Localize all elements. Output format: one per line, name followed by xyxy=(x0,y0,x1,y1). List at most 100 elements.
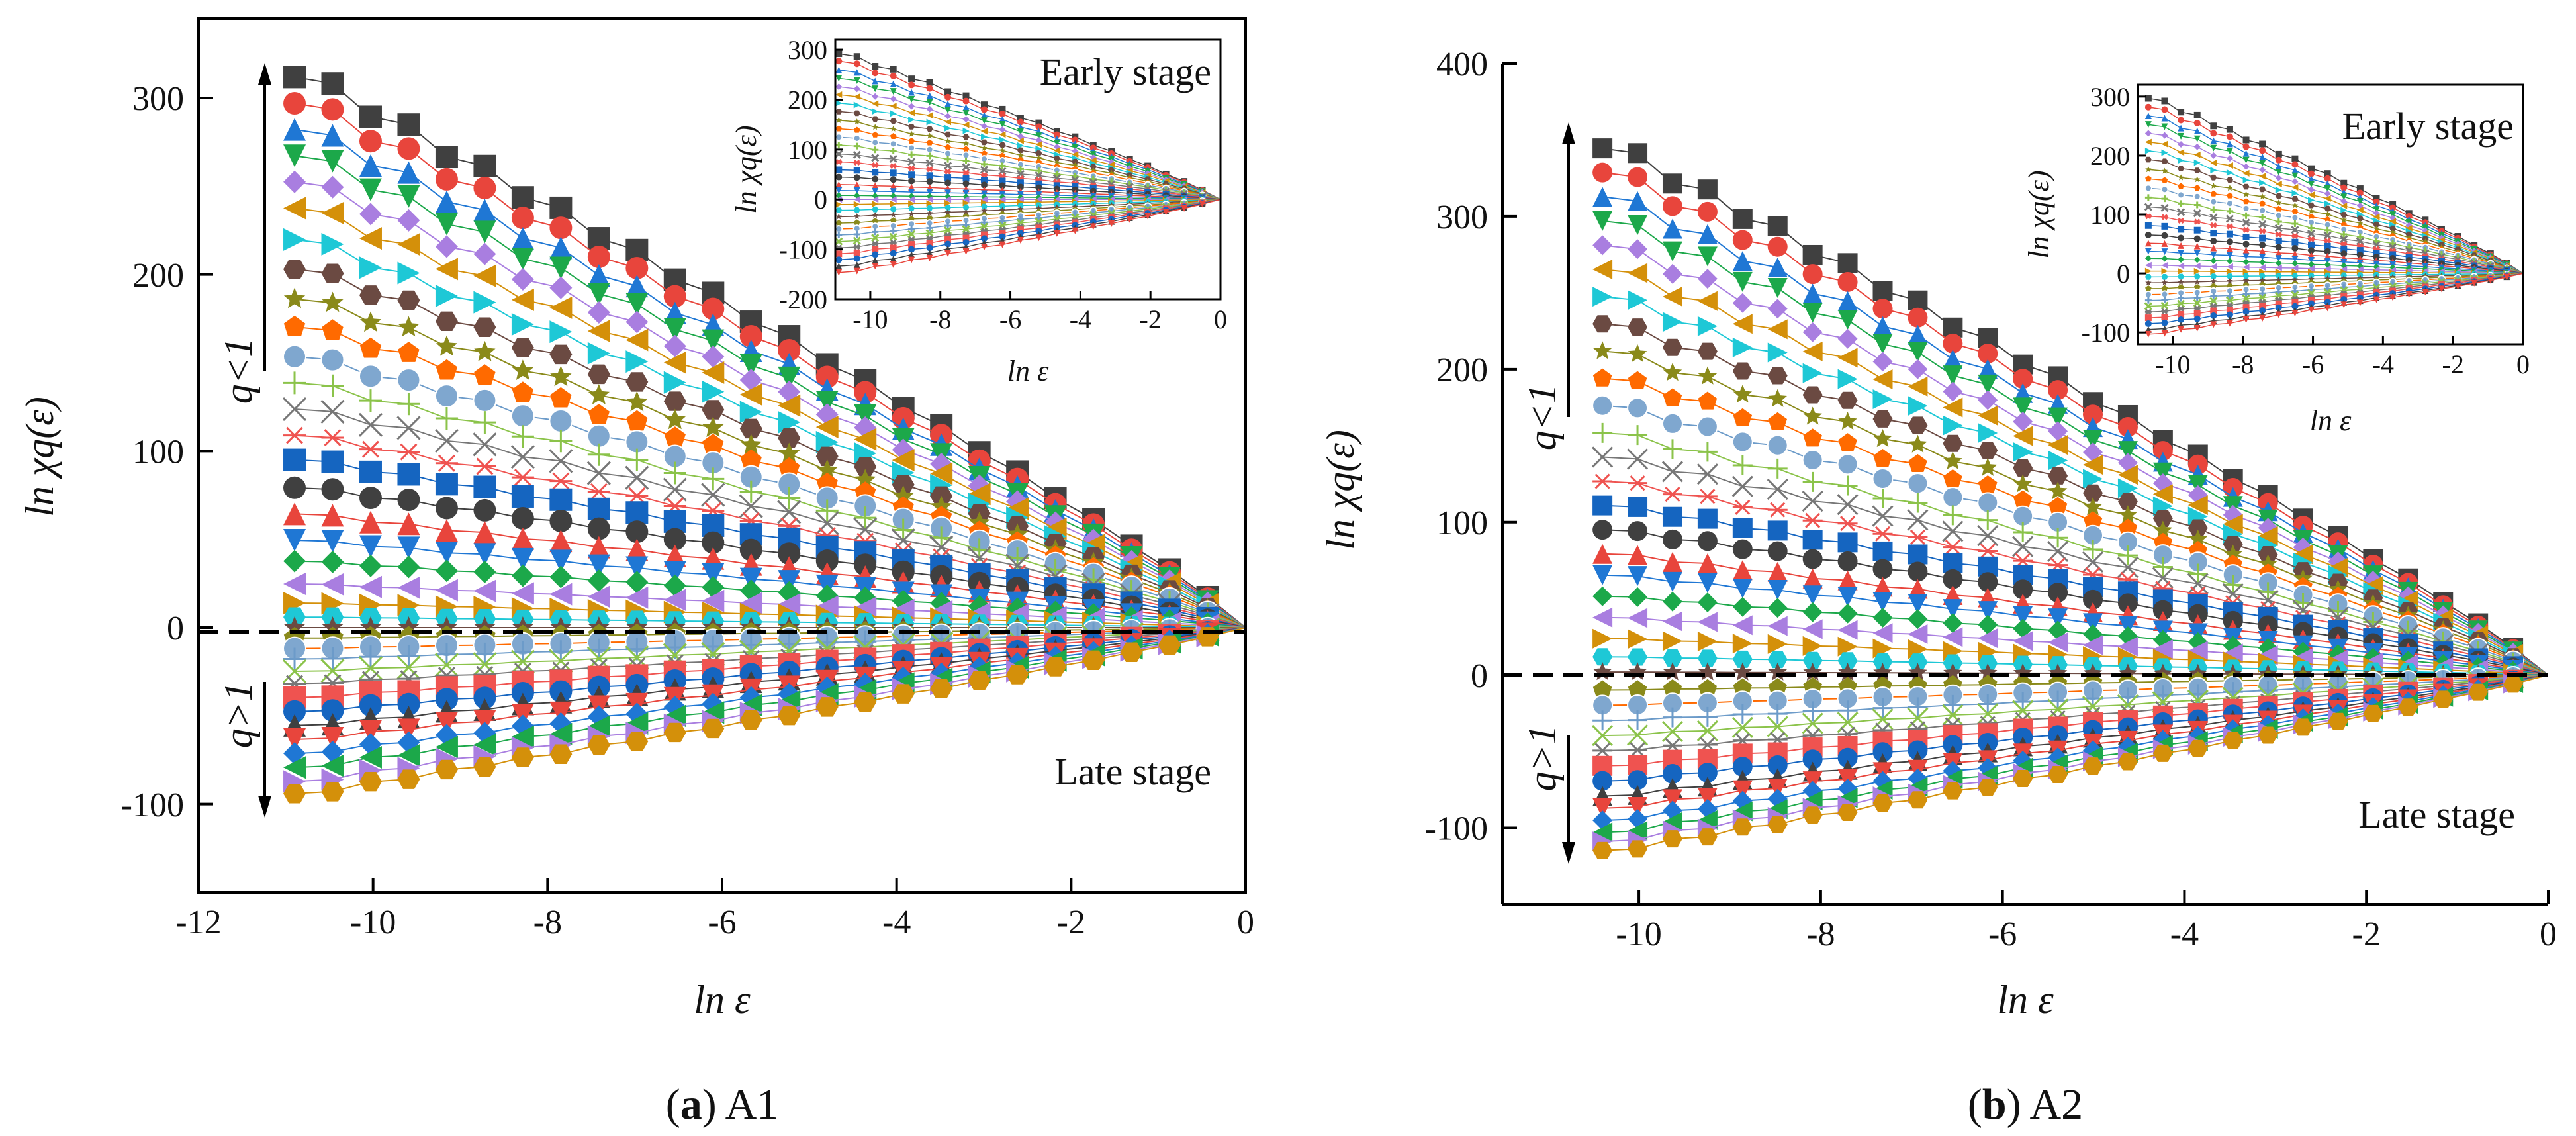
panel-a-inset-data-point xyxy=(908,96,915,103)
panel-b-inset-data-point xyxy=(2259,154,2266,161)
panel-a-inset-frame xyxy=(834,38,1222,301)
panel-b-inset-data-point xyxy=(2324,265,2331,273)
panel-a-inset-data-point xyxy=(944,107,952,114)
panel-b-data-point xyxy=(1592,710,1613,731)
panel-b-inset-data-point xyxy=(2259,259,2266,266)
panel-b-data-point xyxy=(1872,410,1893,428)
panel-b-data-point xyxy=(2223,544,2242,563)
panel-a-inset-data-point xyxy=(890,244,897,252)
panel-a-inset-series-line xyxy=(839,199,1220,273)
panel-b-inset-data-point xyxy=(2193,209,2201,218)
panel-b-inset-series-line xyxy=(2148,273,2523,330)
panel-b-inset-xtick-label: -10 xyxy=(2155,350,2190,379)
panel-a-data-point xyxy=(321,530,344,553)
panel-b-data-point xyxy=(2258,726,2278,744)
panel-b-inset-data-point xyxy=(2291,178,2299,185)
panel-b-data-point xyxy=(1943,381,1963,402)
panel-a-inset-data-point xyxy=(908,177,915,185)
panel-a-inset-data-point xyxy=(835,58,843,65)
panel-b-data-point xyxy=(2223,514,2243,534)
panel-a-inset-series-line xyxy=(839,69,1220,200)
panel-a-inset-data-point xyxy=(1072,158,1079,165)
panel-b-inset-xtick-label: -6 xyxy=(2302,350,2324,379)
panel-b-data-point xyxy=(1732,293,1753,313)
panel-a-inset-data-point xyxy=(853,201,860,208)
panel-b-inset-data-point xyxy=(2291,161,2299,168)
panel-b-caption: (b) A2 xyxy=(1968,1080,2083,1129)
panel-b-data-point xyxy=(1767,580,1788,600)
panel-b-inset-xtick-label: -8 xyxy=(2232,350,2254,379)
panel-a-inset-data-point xyxy=(926,189,933,196)
panel-b-data-point xyxy=(1978,694,1998,714)
panel-b-data-point xyxy=(2152,567,2174,589)
panel-a-inset-data-point xyxy=(872,162,879,168)
panel-b-data-point xyxy=(1908,594,1928,614)
panel-a-inset-data-point xyxy=(890,66,897,73)
panel-a-inset-data-point xyxy=(908,189,915,196)
panel-b-inset-data-point xyxy=(2340,250,2348,258)
panel-a-data-point xyxy=(435,454,458,472)
panel-a-inset-data-point xyxy=(907,144,916,152)
panel-a-data-point xyxy=(473,642,496,665)
panel-b-inset-data-point xyxy=(2242,308,2250,315)
panel-a-data-point xyxy=(435,311,458,332)
panel-b-data-point xyxy=(1767,278,1788,299)
panel-b-data-point xyxy=(1592,395,1614,416)
panel-b-series-line xyxy=(1602,148,2548,676)
panel-a-inset-data-point xyxy=(890,211,897,218)
panel-b-inset-data-point xyxy=(2291,220,2299,227)
panel-b-data-point xyxy=(1837,516,1858,532)
panel-a-inset-data-point xyxy=(1108,220,1115,227)
panel-b-inset-data-point xyxy=(2178,200,2185,207)
panel-a-inset-title: Early stage xyxy=(1040,50,1211,93)
panel-b-inset-data-point xyxy=(2324,272,2331,279)
panel-b-data-point xyxy=(1803,428,1822,447)
panel-a-caption: (a) A1 xyxy=(666,1080,779,1129)
panel-a-inset-series-line xyxy=(839,199,1220,236)
panel-a-inset-data-point xyxy=(1035,150,1042,156)
panel-b-data-point xyxy=(1628,648,1648,666)
panel-a-data-point xyxy=(815,391,839,414)
panel-b-series-line xyxy=(1602,456,2548,676)
panel-b-data-point xyxy=(2083,635,2103,655)
panel-a-data-point xyxy=(702,345,725,368)
panel-a-inset-data-point xyxy=(962,175,970,182)
panel-a-inset-data-point xyxy=(1035,119,1042,126)
panel-a-data-point xyxy=(625,328,649,352)
panel-a-inset-data-point xyxy=(944,222,952,229)
panel-a-data-point xyxy=(397,512,420,536)
panel-b-data-point xyxy=(1837,310,1858,330)
panel-b-inset-data-point xyxy=(2193,143,2201,150)
panel-b-data-point xyxy=(1872,623,1893,643)
panel-a-data-point xyxy=(397,161,420,184)
panel-b-data-point xyxy=(1732,314,1753,334)
panel-a-inset-data-point xyxy=(835,173,843,181)
panel-a-data-point xyxy=(778,705,801,726)
panel-b-data-point xyxy=(1592,235,1613,256)
panel-b-inset-data-point xyxy=(2356,247,2364,254)
panel-b-data-point xyxy=(2117,493,2138,510)
panel-b-data-point xyxy=(1767,598,1788,618)
panel-b-inset-data-point xyxy=(2275,193,2282,199)
panel-a-inset-data-point xyxy=(980,133,988,140)
panel-a-inset-data-point xyxy=(1017,196,1024,203)
panel-a-data-point xyxy=(511,747,534,767)
panel-a-data-point xyxy=(474,364,496,385)
panel-b-data-point xyxy=(1662,487,1682,502)
panel-a-inset-data-point xyxy=(835,99,843,107)
panel-b-data-point xyxy=(1732,518,1753,538)
panel-a-inset-data-point xyxy=(1017,205,1024,212)
panel-b-inset-data-point xyxy=(2144,156,2152,163)
panel-b-inset-data-point xyxy=(2242,304,2250,311)
panel-a-data-point xyxy=(434,428,459,453)
panel-b-inset-data-point xyxy=(2144,255,2152,262)
panel-b-inset-data-point xyxy=(2210,293,2217,300)
panel-a-inset-data-point xyxy=(944,240,952,248)
panel-a-data-point xyxy=(587,342,610,365)
panel-b-data-point xyxy=(2222,583,2244,605)
panel-b-data-point xyxy=(1697,632,1718,652)
panel-b-data-point xyxy=(2363,704,2383,722)
panel-b-data-point xyxy=(2152,462,2173,483)
panel-b-inset-data-point xyxy=(2210,174,2217,181)
